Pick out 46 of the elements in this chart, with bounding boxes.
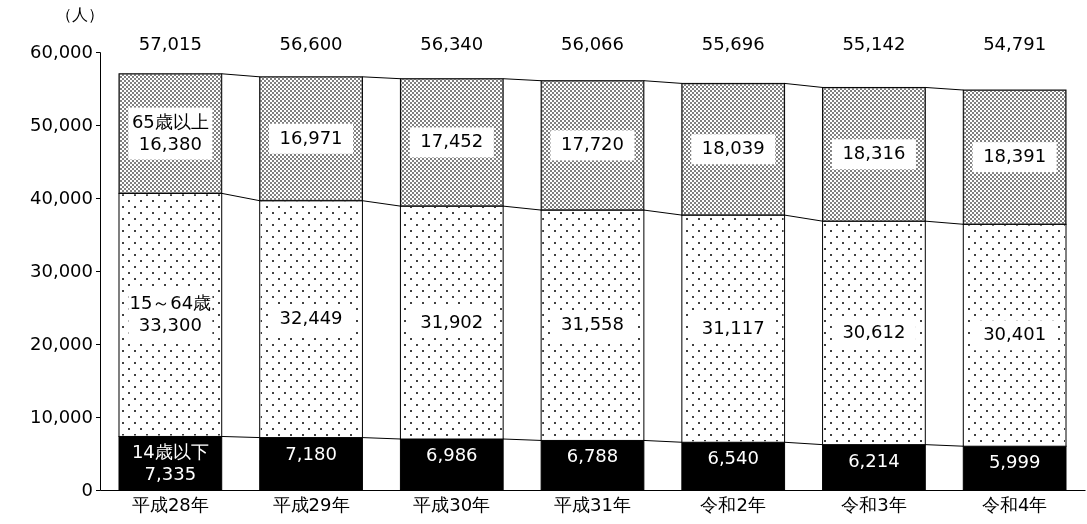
- total-label: 57,015: [138, 33, 202, 54]
- total-label: 56,600: [279, 33, 343, 54]
- data-label: 7,335: [144, 463, 197, 485]
- series-label: 65歳以上: [131, 110, 209, 132]
- total-label: 54,791: [983, 33, 1047, 54]
- x-tick-label: 平成29年: [272, 493, 350, 515]
- total-label: 55,142: [842, 33, 906, 54]
- y-tick-label: 40,000: [30, 187, 93, 209]
- y-tick-label: 60,000: [30, 41, 93, 63]
- series-label: 15～64歳: [129, 291, 212, 313]
- x-tick-label: 令和2年: [700, 493, 766, 515]
- data-label: 18,039: [701, 137, 765, 159]
- data-label: 7,180: [285, 442, 337, 464]
- data-label: 30,612: [842, 320, 906, 342]
- total-label: 56,340: [420, 33, 484, 54]
- y-tick-label: 30,000: [30, 260, 93, 282]
- data-label: 6,986: [426, 444, 478, 465]
- total-label: 56,066: [561, 33, 624, 54]
- data-label: 6,540: [707, 447, 759, 469]
- series-label: 14歳以下: [131, 441, 209, 463]
- x-tick-label: 平成28年: [131, 493, 209, 515]
- data-label: 18,391: [983, 145, 1047, 167]
- y-tick-label: 20,000: [30, 333, 93, 355]
- y-tick-label: 50,000: [30, 114, 93, 136]
- x-tick-label: 令和3年: [841, 493, 907, 515]
- x-tick-label: 令和4年: [981, 493, 1048, 515]
- total-label: 55,696: [701, 33, 765, 54]
- data-label: 30,401: [983, 323, 1047, 345]
- y-tick-label: 0: [81, 479, 93, 501]
- data-label: 32,449: [279, 307, 343, 329]
- data-label: 33,300: [138, 313, 202, 335]
- data-label: 31,558: [561, 313, 624, 335]
- data-label: 17,452: [420, 130, 484, 152]
- x-tick-label: 平成30年: [413, 493, 491, 515]
- data-label: 18,316: [842, 142, 906, 164]
- data-label: 16,971: [279, 126, 343, 148]
- data-label: 16,380: [138, 132, 202, 154]
- x-tick-label: 平成31年: [554, 493, 631, 515]
- data-label: 5,999: [988, 451, 1041, 473]
- data-label: 31,902: [420, 310, 484, 332]
- data-label: 31,117: [701, 316, 765, 338]
- y-axis-title: （人）: [56, 5, 104, 24]
- data-label: 6,214: [848, 449, 900, 471]
- data-label: 6,788: [566, 445, 619, 467]
- data-label: 17,720: [561, 133, 624, 155]
- y-tick-label: 10,000: [30, 406, 93, 428]
